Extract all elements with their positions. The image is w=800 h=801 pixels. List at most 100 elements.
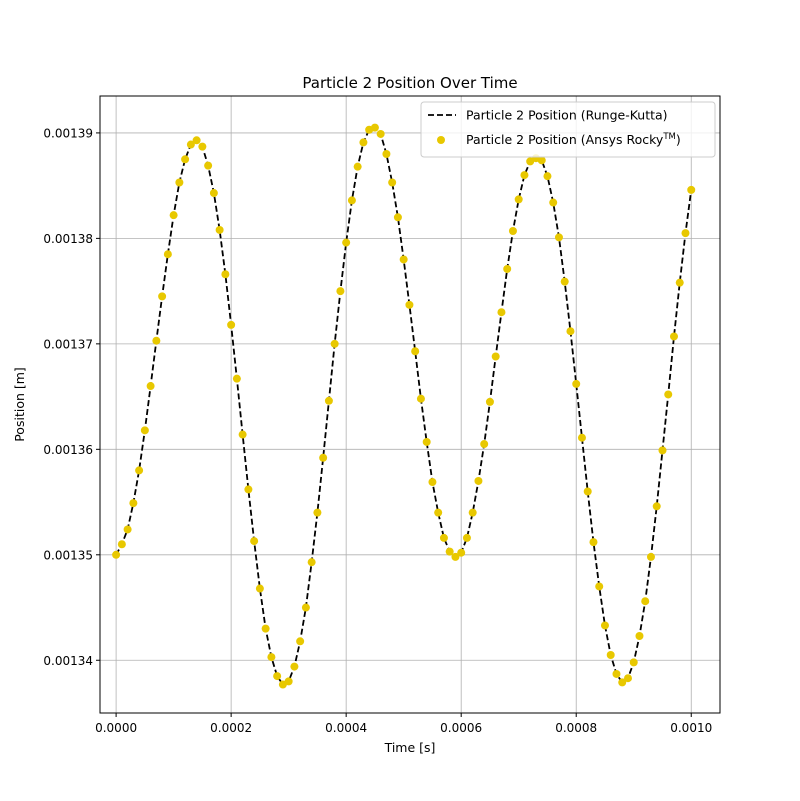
plot-frame bbox=[99, 95, 721, 714]
rocky-data-point bbox=[353, 162, 362, 171]
rocky-data-point bbox=[181, 155, 190, 164]
rocky-data-point bbox=[198, 142, 207, 151]
rocky-data-point bbox=[491, 352, 500, 361]
rocky-data-point bbox=[514, 195, 523, 204]
rocky-data-point bbox=[681, 229, 690, 238]
rocky-data-point bbox=[232, 374, 241, 383]
x-tick-label: 0.0000 bbox=[95, 721, 137, 735]
legend-label-rocky-suffix: ) bbox=[676, 132, 681, 147]
rocky-data-point bbox=[301, 603, 310, 612]
rocky-data-point bbox=[411, 347, 420, 356]
x-tick-label: 0.0006 bbox=[440, 721, 482, 735]
rocky-data-point bbox=[675, 278, 684, 287]
rocky-data-point bbox=[319, 453, 328, 462]
rocky-data-point bbox=[163, 250, 172, 259]
rocky-data-point bbox=[485, 397, 494, 406]
rocky-data-point bbox=[158, 292, 167, 301]
rocky-data-point bbox=[117, 540, 126, 549]
rocky-data-point bbox=[359, 138, 368, 147]
rocky-data-point bbox=[347, 196, 356, 205]
rocky-data-point bbox=[152, 336, 161, 345]
rocky-data-point bbox=[416, 394, 425, 403]
rocky-data-point bbox=[227, 320, 236, 329]
rocky-data-point bbox=[284, 677, 293, 686]
rocky-data-point bbox=[618, 678, 627, 687]
rocky-data-point bbox=[267, 653, 276, 662]
rocky-data-point bbox=[135, 466, 144, 475]
rocky-data-point bbox=[336, 287, 345, 296]
rocky-data-point bbox=[422, 437, 431, 446]
rocky-data-point bbox=[583, 487, 592, 496]
rocky-data-point bbox=[664, 390, 673, 399]
rocky-data-point bbox=[405, 300, 414, 309]
rocky-data-point bbox=[330, 339, 339, 348]
x-tick-label: 0.0004 bbox=[325, 721, 367, 735]
legend-marker-swatch bbox=[437, 136, 445, 144]
rocky-data-point bbox=[112, 550, 121, 559]
legend-label-runge-kutta: Particle 2 Position (Runge-Kutta) bbox=[466, 108, 668, 123]
rocky-data-point bbox=[480, 440, 489, 449]
x-axis-ticks: 0.0000 0.0002 0.0004 0.0006 0.0008 0.0010 bbox=[95, 713, 712, 735]
rocky-data-point bbox=[209, 189, 218, 198]
rocky-data-point bbox=[641, 597, 650, 606]
y-tick-label: 0.00135 bbox=[43, 548, 93, 562]
rocky-data-point bbox=[520, 171, 529, 180]
rocky-data-point bbox=[623, 674, 632, 683]
y-tick-label: 0.00134 bbox=[43, 654, 93, 668]
y-tick-label: 0.00138 bbox=[43, 232, 93, 246]
rocky-data-point bbox=[342, 238, 351, 247]
rocky-data-point bbox=[497, 308, 506, 317]
rocky-data-point bbox=[669, 332, 678, 341]
rocky-data-point bbox=[204, 161, 213, 170]
x-tick-label: 0.0002 bbox=[210, 721, 252, 735]
rocky-data-point bbox=[388, 178, 397, 187]
rocky-data-point bbox=[255, 584, 264, 593]
x-axis-label: Time [s] bbox=[384, 740, 436, 755]
rocky-data-point bbox=[445, 547, 454, 556]
rocky-data-point bbox=[543, 172, 552, 181]
legend-label-rocky: Particle 2 Position (Ansys RockyTM) bbox=[466, 132, 681, 147]
rocky-data-point bbox=[250, 537, 259, 546]
rocky-data-point bbox=[376, 129, 385, 138]
x-tick-label: 0.0010 bbox=[670, 721, 712, 735]
rocky-data-point bbox=[635, 632, 644, 641]
rocky-data-point bbox=[687, 185, 696, 194]
rocky-data-point bbox=[577, 433, 586, 442]
rocky-data-point bbox=[175, 178, 184, 187]
rocky-data-point bbox=[537, 156, 546, 165]
grid bbox=[100, 96, 720, 713]
y-tick-label: 0.00136 bbox=[43, 443, 93, 457]
rocky-data-point bbox=[393, 213, 402, 222]
rocky-data-point bbox=[600, 621, 609, 630]
rocky-data-point bbox=[434, 508, 443, 517]
rocky-data-point bbox=[215, 225, 224, 234]
rocky-data-point bbox=[399, 255, 408, 264]
rocky-data-point bbox=[560, 277, 569, 286]
rocky-data-point bbox=[428, 478, 437, 487]
rocky-data-point bbox=[503, 264, 512, 273]
legend-label-rocky-main: Particle 2 Position (Ansys Rocky bbox=[466, 132, 664, 147]
rocky-data-point bbox=[508, 227, 517, 235]
rocky-data-point bbox=[221, 270, 230, 279]
rocky-data-point bbox=[146, 382, 155, 391]
x-tick-label: 0.0008 bbox=[555, 721, 597, 735]
rocky-data-point bbox=[566, 327, 575, 336]
rocky-data-point bbox=[313, 508, 322, 517]
rocky-data-point bbox=[370, 123, 379, 132]
y-axis-label: Position [m] bbox=[12, 367, 27, 442]
rocky-data-point bbox=[646, 552, 655, 561]
rocky-data-point bbox=[192, 136, 201, 145]
rocky-data-point bbox=[296, 637, 305, 646]
rocky-data-point bbox=[129, 499, 138, 508]
rocky-data-point bbox=[629, 658, 638, 667]
rocky-data-point bbox=[238, 430, 247, 439]
rocky-data-point bbox=[652, 502, 661, 511]
rocky-data-point bbox=[140, 426, 149, 435]
rocky-data-point bbox=[244, 485, 253, 494]
rocky-data-point bbox=[451, 552, 460, 561]
rocky-data-point bbox=[462, 533, 471, 542]
rocky-data-point bbox=[273, 672, 282, 681]
rocky-data-point bbox=[123, 525, 132, 534]
chart-title: Particle 2 Position Over Time bbox=[302, 74, 517, 92]
